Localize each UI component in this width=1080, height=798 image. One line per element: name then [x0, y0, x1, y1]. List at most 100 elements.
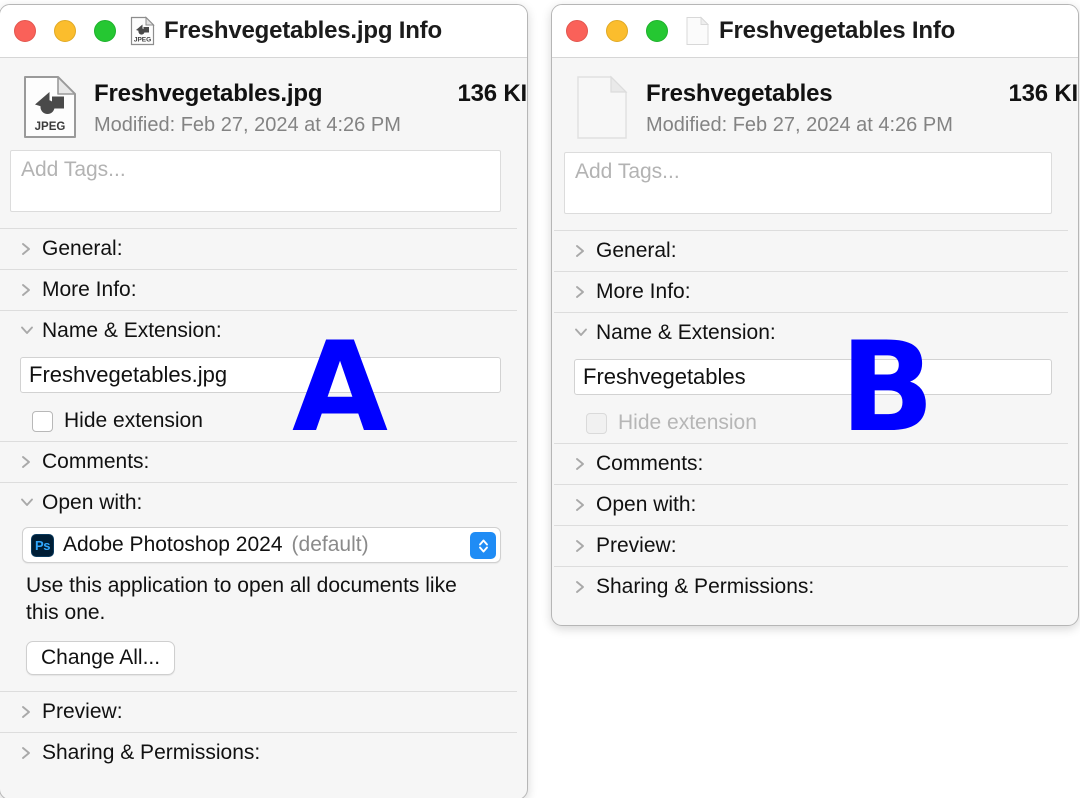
divider — [0, 269, 517, 270]
minimize-button[interactable] — [54, 20, 76, 42]
divider — [0, 482, 517, 483]
chevron-down-icon — [20, 324, 33, 338]
add-tags-input-right[interactable]: Add Tags... — [564, 152, 1052, 214]
section-more-info-right[interactable]: More Info: — [552, 272, 1078, 312]
chevron-right-icon — [20, 705, 32, 719]
divider — [0, 310, 517, 311]
section-label: Open with: — [42, 491, 143, 514]
maximize-button[interactable] — [94, 20, 116, 42]
jpeg-file-icon: JPEG — [130, 16, 155, 46]
open-with-description: Use this application to open all documen… — [26, 574, 457, 624]
divider — [554, 566, 1068, 567]
section-sharing-permissions-right[interactable]: Sharing & Permissions: — [552, 567, 1078, 607]
section-label: Comments: — [42, 450, 150, 473]
close-button[interactable] — [14, 20, 36, 42]
section-general-left[interactable]: General: — [0, 229, 527, 269]
chevron-right-icon — [20, 242, 32, 256]
change-all-button[interactable]: Change All... — [26, 640, 176, 675]
section-preview-left[interactable]: Preview: — [0, 692, 527, 732]
default-app-popup-button[interactable]: Ps Adobe Photoshop 2024 (default) — [22, 527, 501, 563]
section-label: Sharing & Permissions: — [42, 740, 261, 764]
chevron-right-icon — [574, 580, 586, 594]
section-label: Comments: — [596, 452, 704, 475]
titlebar-left[interactable]: JPEG Freshvegetables.jpg Info — [0, 5, 527, 58]
file-modified-right: Modified: Feb 27, 2024 at 4:26 PM — [646, 114, 953, 136]
chevron-right-icon — [20, 283, 32, 297]
section-label: Preview: — [42, 699, 123, 723]
blank-document-icon — [574, 74, 630, 142]
chevron-down-icon — [20, 496, 33, 510]
divider — [554, 312, 1068, 313]
hide-extension-label: Hide extension — [64, 409, 203, 432]
section-more-info-left[interactable]: More Info: — [0, 270, 527, 310]
section-label: More Info: — [596, 280, 691, 303]
section-open-with-left[interactable]: Open with: — [0, 483, 527, 523]
window-title-left: Freshvegetables.jpg Info — [164, 17, 442, 44]
section-label: Sharing & Permissions: — [596, 575, 815, 598]
window-controls-left — [14, 20, 116, 42]
file-name-input-left[interactable]: Freshvegetables.jpg — [20, 357, 501, 393]
section-label: Open with: — [596, 493, 697, 516]
name-extension-body-left: Freshvegetables.jpg Hide extension — [0, 351, 527, 441]
section-label: Name & Extension: — [42, 319, 222, 342]
window-controls-right — [566, 20, 668, 42]
section-preview-right[interactable]: Preview: — [552, 526, 1078, 566]
section-comments-left[interactable]: Comments: — [0, 442, 527, 482]
jpeg-file-icon: JPEG — [22, 74, 78, 140]
section-label: More Info: — [42, 278, 137, 301]
file-modified-left: Modified: Feb 27, 2024 at 4:26 PM — [94, 114, 401, 136]
svg-text:JPEG: JPEG — [35, 121, 66, 133]
section-general-right[interactable]: General: — [552, 231, 1078, 271]
hide-extension-checkbox-left[interactable] — [32, 410, 53, 432]
hide-extension-label: Hide extension — [618, 411, 757, 434]
add-tags-input-left[interactable]: Add Tags... — [10, 150, 501, 212]
section-name-extension-left[interactable]: Name & Extension: — [0, 311, 527, 351]
maximize-button[interactable] — [646, 20, 668, 42]
close-button[interactable] — [566, 20, 588, 42]
chevron-right-icon — [574, 457, 586, 471]
divider — [554, 525, 1068, 526]
svg-text:JPEG: JPEG — [134, 37, 151, 44]
file-size-left: 136 KI — [457, 80, 527, 107]
section-label: General: — [42, 237, 123, 260]
chevron-right-icon — [574, 285, 586, 299]
section-label: Preview: — [596, 534, 677, 557]
name-extension-body-right: Freshvegetables Hide extension — [552, 353, 1078, 443]
chevron-right-icon — [574, 244, 586, 258]
tags-wrap-left: Add Tags... — [0, 150, 527, 212]
file-name-left: Freshvegetables.jpg — [94, 80, 323, 107]
info-window-right[interactable]: Freshvegetables Info Freshvegetables 136… — [551, 4, 1079, 626]
window-title-right: Freshvegetables Info — [719, 17, 956, 44]
file-name-input-right[interactable]: Freshvegetables — [574, 359, 1052, 395]
chevron-right-icon — [20, 746, 32, 760]
open-with-body-left: Ps Adobe Photoshop 2024 (default) Use th… — [0, 523, 527, 685]
section-open-with-right[interactable]: Open with: — [552, 485, 1078, 525]
file-name-right: Freshvegetables — [646, 80, 833, 107]
section-name-extension-right[interactable]: Name & Extension: — [552, 313, 1078, 353]
chevron-down-icon — [574, 326, 587, 340]
file-size-right: 136 KI — [1008, 80, 1078, 107]
titlebar-right[interactable]: Freshvegetables Info — [552, 5, 1078, 58]
info-window-left[interactable]: JPEG Freshvegetables.jpg Info JPEG — [0, 4, 528, 798]
section-sharing-permissions-left[interactable]: Sharing & Permissions: — [0, 733, 527, 773]
chevron-right-icon — [574, 539, 586, 553]
divider — [0, 228, 517, 229]
popup-stepper-icon[interactable] — [470, 532, 496, 559]
divider — [0, 441, 517, 442]
divider — [0, 731, 517, 733]
section-label: General: — [596, 239, 677, 262]
section-label: Name & Extension: — [596, 321, 776, 344]
divider — [554, 484, 1068, 485]
divider — [554, 230, 1068, 231]
divider — [554, 443, 1068, 444]
blank-document-icon — [685, 16, 710, 46]
hide-extension-row-left[interactable]: Hide extension — [20, 409, 501, 433]
minimize-button[interactable] — [606, 20, 628, 42]
chevron-right-icon — [20, 455, 32, 469]
section-comments-right[interactable]: Comments: — [552, 444, 1078, 484]
photoshop-icon: Ps — [31, 533, 54, 557]
default-app-name: Adobe Photoshop 2024 — [63, 533, 283, 556]
divider — [0, 690, 517, 692]
divider — [554, 271, 1068, 272]
